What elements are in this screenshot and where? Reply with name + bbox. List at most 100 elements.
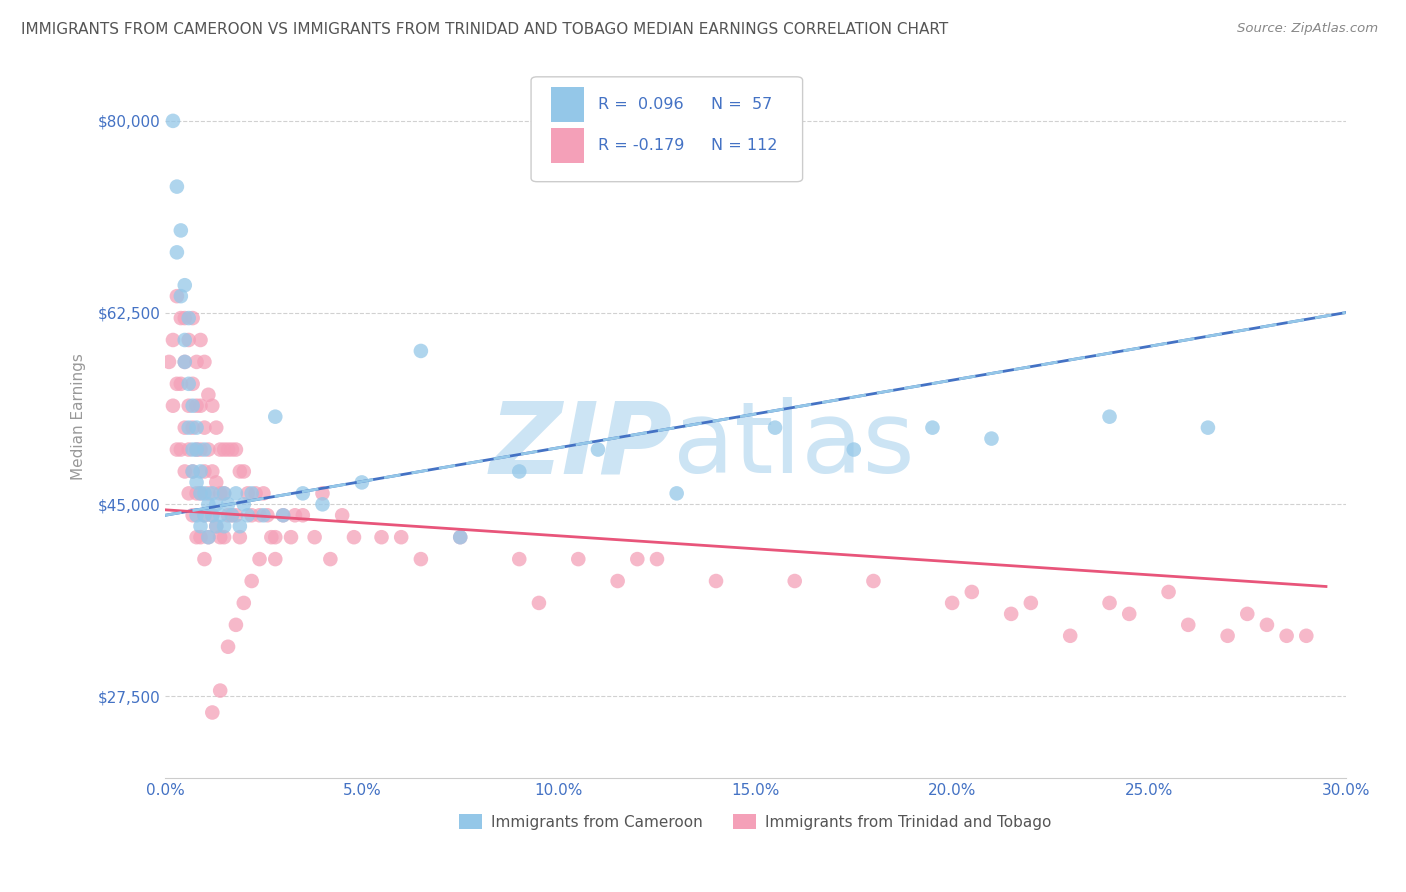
Point — [240, 508, 263, 523]
Point — [170, 311, 193, 326]
Point — [201, 486, 224, 500]
Point — [201, 706, 224, 720]
Point — [181, 465, 204, 479]
Point — [350, 475, 373, 490]
Point — [186, 355, 208, 369]
Point — [1197, 420, 1219, 434]
Point — [319, 552, 342, 566]
Point — [1019, 596, 1042, 610]
Point — [177, 376, 200, 391]
Point — [181, 311, 204, 326]
Point — [170, 376, 193, 391]
FancyBboxPatch shape — [551, 128, 583, 163]
Point — [330, 508, 353, 523]
Point — [193, 355, 215, 369]
Point — [217, 508, 239, 523]
Point — [193, 465, 215, 479]
Point — [177, 311, 200, 326]
Text: atlas: atlas — [672, 397, 914, 494]
Point — [205, 475, 228, 490]
Point — [193, 486, 215, 500]
Point — [212, 486, 235, 500]
Point — [190, 465, 212, 479]
Point — [225, 508, 247, 523]
Point — [1118, 607, 1140, 621]
Text: IMMIGRANTS FROM CAMEROON VS IMMIGRANTS FROM TRINIDAD AND TOBAGO MEDIAN EARNINGS : IMMIGRANTS FROM CAMEROON VS IMMIGRANTS F… — [21, 22, 948, 37]
Point — [193, 508, 215, 523]
Point — [280, 530, 302, 544]
Point — [240, 486, 263, 500]
Point — [409, 552, 432, 566]
Y-axis label: Median Earnings: Median Earnings — [72, 353, 86, 480]
Point — [236, 486, 259, 500]
Point — [209, 486, 232, 500]
Point — [409, 343, 432, 358]
Point — [209, 508, 232, 523]
Point — [162, 114, 184, 128]
Point — [245, 486, 267, 500]
Point — [449, 530, 471, 544]
Point — [205, 519, 228, 533]
Text: ZIP: ZIP — [489, 397, 672, 494]
Point — [1295, 629, 1317, 643]
Point — [249, 508, 271, 523]
Point — [205, 420, 228, 434]
Point — [186, 508, 208, 523]
Point — [193, 420, 215, 434]
Point — [166, 245, 188, 260]
Text: R = -0.179: R = -0.179 — [599, 138, 685, 153]
Point — [173, 465, 195, 479]
Point — [197, 530, 219, 544]
Point — [225, 486, 247, 500]
Point — [291, 508, 314, 523]
Point — [449, 530, 471, 544]
Point — [177, 399, 200, 413]
Point — [177, 420, 200, 434]
Point — [201, 508, 224, 523]
FancyBboxPatch shape — [531, 77, 803, 182]
Point — [606, 574, 628, 588]
Point — [232, 596, 254, 610]
Point — [177, 333, 200, 347]
FancyBboxPatch shape — [551, 87, 583, 121]
Point — [193, 552, 215, 566]
Text: Source: ZipAtlas.com: Source: ZipAtlas.com — [1237, 22, 1378, 36]
Point — [181, 399, 204, 413]
Point — [209, 530, 232, 544]
Point — [763, 420, 786, 434]
Point — [862, 574, 884, 588]
Point — [181, 420, 204, 434]
Point — [980, 432, 1002, 446]
Point — [626, 552, 648, 566]
Point — [173, 355, 195, 369]
Point — [311, 497, 333, 511]
Point — [221, 508, 243, 523]
Point — [157, 355, 180, 369]
Point — [193, 442, 215, 457]
Point — [173, 311, 195, 326]
Point — [232, 465, 254, 479]
Point — [173, 278, 195, 293]
Point — [225, 617, 247, 632]
Point — [271, 508, 294, 523]
Point — [166, 289, 188, 303]
Point — [567, 552, 589, 566]
Point — [181, 376, 204, 391]
Point — [236, 508, 259, 523]
Point — [252, 508, 274, 523]
Point — [166, 442, 188, 457]
Point — [921, 420, 943, 434]
Point — [190, 530, 212, 544]
Point — [173, 420, 195, 434]
Point — [960, 585, 983, 599]
Point — [197, 442, 219, 457]
Point — [190, 486, 212, 500]
Point — [284, 508, 307, 523]
Point — [181, 442, 204, 457]
Point — [190, 442, 212, 457]
Point — [1216, 629, 1239, 643]
Point — [162, 399, 184, 413]
Point — [186, 475, 208, 490]
Point — [212, 519, 235, 533]
Point — [1177, 617, 1199, 632]
